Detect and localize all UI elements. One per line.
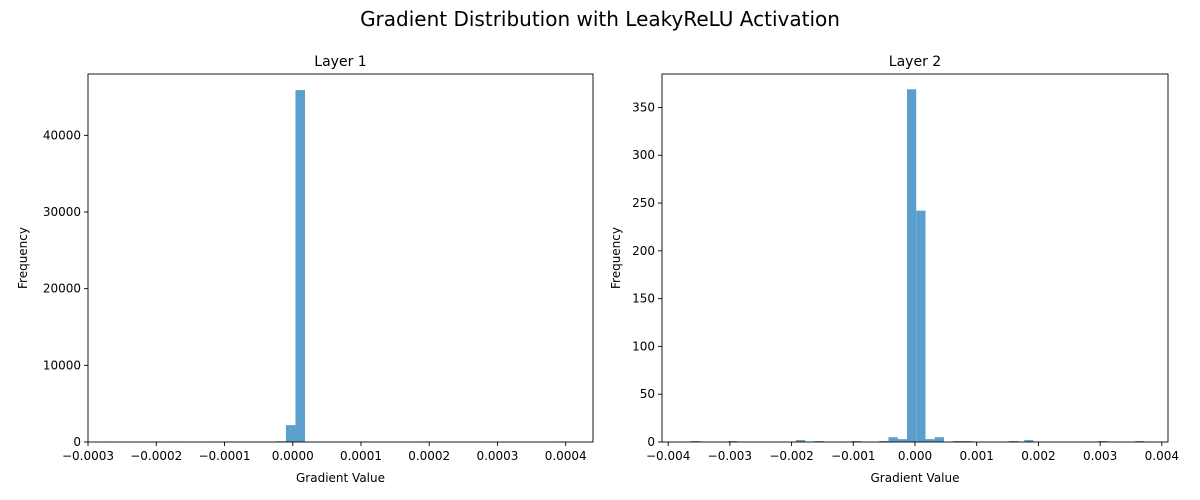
- x-tick-label: 0.003: [1083, 449, 1117, 463]
- y-axis-label: Frequency: [16, 227, 30, 289]
- x-tick-label: −0.0003: [62, 449, 114, 463]
- panel-title: Layer 1: [314, 54, 366, 70]
- y-tick-label: 250: [632, 196, 655, 210]
- histogram-bar: [953, 441, 963, 442]
- y-axis-label: Frequency: [609, 227, 623, 289]
- histogram-bar: [1135, 441, 1145, 442]
- y-axis-ticks: 0 50 100 150 200 250 300 350: [632, 100, 662, 449]
- y-tick-label: 40000: [43, 128, 81, 142]
- y-tick-label: 10000: [43, 358, 81, 372]
- panel-2: −0.004 −0.003 −0.002 −0.001 0.000 0.001 0.002 0…: [609, 54, 1179, 485]
- histogram-bar: [879, 441, 889, 442]
- histogram-bar: [906, 89, 917, 442]
- y-tick-label: 350: [632, 100, 655, 114]
- histogram-bar: [962, 441, 972, 442]
- y-tick-label: 0: [73, 435, 81, 449]
- x-tick-label: 0.0002: [408, 449, 450, 463]
- y-tick-label: 300: [632, 148, 655, 162]
- histogram-bar: [285, 425, 296, 442]
- x-tick-label: 0.0003: [476, 449, 518, 463]
- histogram-bar: [1098, 441, 1108, 442]
- histogram-bar: [934, 437, 945, 442]
- histogram-bar: [897, 439, 907, 442]
- x-axis-ticks: −0.004 −0.003 −0.002 −0.001 0.000 0.001 0.002 0…: [646, 442, 1179, 463]
- y-tick-label: 30000: [43, 205, 81, 219]
- x-tick-label: 0.0001: [340, 449, 382, 463]
- histogram-bar: [916, 210, 926, 442]
- x-tick-label: −0.0001: [198, 449, 250, 463]
- plot-frame: [87, 73, 594, 443]
- x-tick-label: −0.001: [831, 449, 875, 463]
- y-tick-label: 0: [647, 435, 655, 449]
- x-tick-label: 0.0004: [545, 449, 587, 463]
- histogram-bar: [814, 441, 824, 442]
- histogram-bar: [295, 90, 306, 442]
- y-axis-ticks: 0 10000 20000 30000 40000: [43, 128, 88, 449]
- y-tick-label: 50: [640, 387, 655, 401]
- panel-1: −0.0003 −0.0002 −0.0001 0.0000 0.0001 0.0002 0…: [16, 54, 594, 485]
- x-tick-label: −0.003: [708, 449, 752, 463]
- x-axis-ticks: −0.0003 −0.0002 −0.0001 0.0000 0.0001 0.0002 0…: [62, 442, 587, 463]
- x-tick-label: 0.002: [1021, 449, 1055, 463]
- histogram-bar: [925, 439, 935, 442]
- x-tick-label: 0.004: [1145, 449, 1179, 463]
- histogram-bars: [691, 89, 1145, 442]
- x-tick-label: 0.000: [898, 449, 932, 463]
- histogram-bar: [691, 441, 701, 442]
- histogram-bar: [728, 441, 738, 442]
- x-tick-label: −0.004: [646, 449, 690, 463]
- figure-title: Gradient Distribution with LeakyReLU Act…: [360, 7, 840, 31]
- x-tick-label: −0.002: [769, 449, 813, 463]
- panel-title: Layer 2: [889, 54, 941, 70]
- histogram-bar: [888, 437, 898, 442]
- histogram-bar: [851, 441, 861, 442]
- x-tick-label: 0.001: [960, 449, 994, 463]
- histogram-bar: [1008, 441, 1019, 442]
- x-axis-label: Gradient Value: [296, 471, 385, 485]
- y-tick-label: 150: [632, 292, 655, 306]
- histogram-bar: [795, 440, 806, 442]
- y-tick-label: 200: [632, 244, 655, 258]
- histogram-bar: [1024, 440, 1034, 442]
- y-tick-label: 20000: [43, 282, 81, 296]
- chart-panels: −0.0003 −0.0002 −0.0001 0.0000 0.0001 0.0002 0…: [16, 54, 1179, 485]
- x-axis-label: Gradient Value: [871, 471, 960, 485]
- y-tick-label: 100: [632, 339, 655, 353]
- x-tick-label: −0.0002: [130, 449, 182, 463]
- x-tick-label: 0.0000: [272, 449, 314, 463]
